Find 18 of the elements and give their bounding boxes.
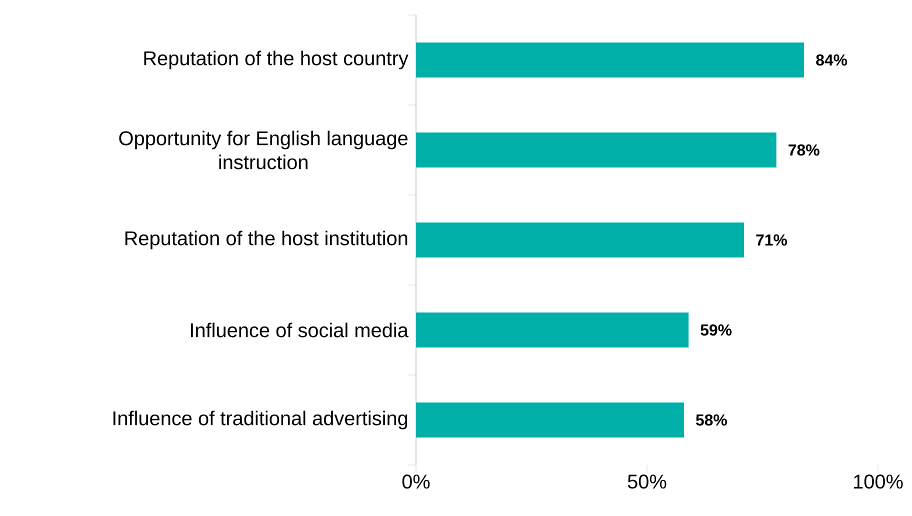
y-tick-label: Reputation of the host country — [144, 50, 408, 70]
y-tick-label: Influence of social media — [191, 322, 408, 338]
data-label: 78% — [788, 144, 820, 156]
data-label: 59% — [700, 324, 732, 336]
data-label: 58% — [696, 414, 727, 426]
y-tick-label: Influence of traditional advertising — [113, 410, 408, 430]
x-tick-label: 100% — [854, 474, 903, 489]
data-label: 71% — [756, 234, 788, 246]
bar — [416, 222, 744, 258]
data-label: 84% — [816, 54, 848, 66]
x-tick-label: 50% — [628, 474, 666, 489]
bar — [416, 42, 804, 78]
x-tick-label: 0% — [402, 474, 430, 489]
y-tick-label: Opportunity for English language instruction — [119, 130, 408, 170]
bar — [416, 312, 689, 348]
bar — [416, 132, 776, 168]
y-tick-label: Reputation of the host institution — [125, 230, 408, 250]
bar — [416, 402, 684, 438]
